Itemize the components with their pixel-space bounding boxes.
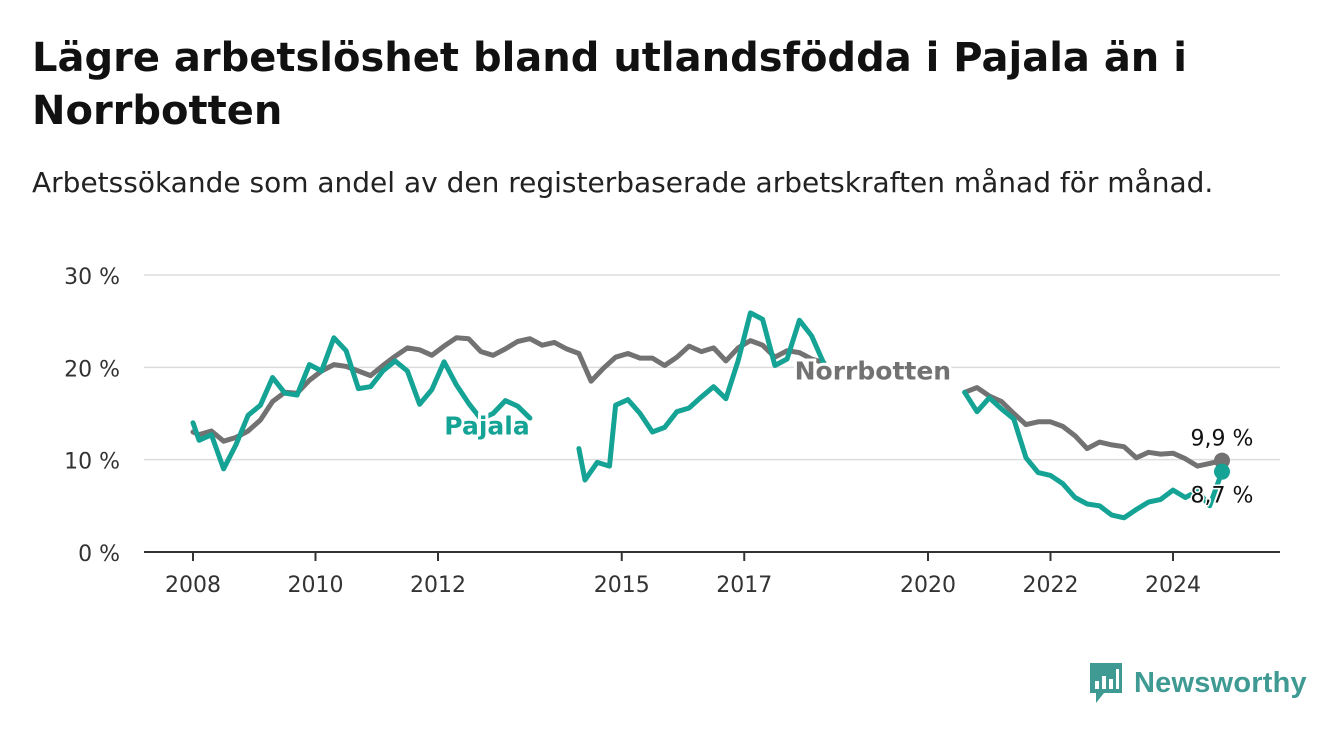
end-point-pajala (1214, 463, 1230, 480)
series-line-norrbotten (962, 385, 1225, 469)
series-line-pajala (576, 310, 827, 483)
y-tick-label: 0 % (78, 542, 120, 567)
x-tick-label: 2010 (288, 573, 344, 598)
y-tick-label: 20 % (64, 357, 120, 382)
end-value-label-pajala: 8,7 % (1191, 484, 1254, 509)
y-tick-label: 30 % (64, 265, 120, 290)
chart-subtitle: Arbetssökande som andel av den registerb… (32, 166, 1214, 199)
end-point-norrbotten (1214, 452, 1230, 469)
series-lines (190, 310, 1225, 521)
chart-title: Lägre arbetslöshet bland utlandsfödda i … (32, 35, 1187, 134)
series-line-pajala (190, 335, 533, 472)
series-line-pajala (962, 389, 1225, 521)
y-axis-tick-labels: 0 % 10 % 20 % 30 % (64, 265, 120, 567)
x-tick-label: 2017 (716, 573, 772, 598)
x-tick-label: 2015 (594, 573, 650, 598)
line-labels: Norrbotten Pajala 9,9 % 8,7 % (441, 353, 1255, 510)
x-tick-label: 2012 (410, 573, 466, 598)
end-value-label-norrbotten: 9,9 % (1191, 427, 1254, 452)
x-tick-label: 2008 (165, 573, 221, 598)
newsworthy-logo-icon (1090, 663, 1122, 703)
x-tick-label: 2022 (1023, 573, 1079, 598)
x-tick-label: 2020 (900, 573, 956, 598)
x-tick-label: 2024 (1145, 573, 1201, 598)
x-axis: 2008 2010 2012 2015 2017 2020 2022 2024 (144, 551, 1280, 598)
series-label-norrbotten: Norrbotten (795, 356, 951, 385)
brand-name: Newsworthy (1134, 666, 1307, 699)
newsworthy-brand: Newsworthy (1088, 660, 1307, 706)
series-label-pajala: Pajala (444, 412, 529, 441)
y-tick-label: 10 % (64, 450, 120, 475)
